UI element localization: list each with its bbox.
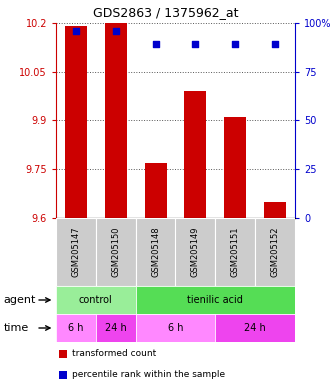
Text: percentile rank within the sample: percentile rank within the sample [71, 370, 225, 379]
Bar [175, 218, 215, 286]
Bar [96, 314, 136, 342]
Bar [136, 314, 215, 342]
Bar [215, 218, 255, 286]
Bar [56, 286, 136, 314]
Bar [96, 218, 136, 286]
Bar [56, 314, 96, 342]
Bar [184, 91, 206, 218]
Text: 6 h: 6 h [68, 323, 84, 333]
Text: GSM205148: GSM205148 [151, 227, 160, 277]
Text: GSM205151: GSM205151 [231, 227, 240, 277]
Bar [145, 163, 166, 218]
Text: 24 h: 24 h [105, 323, 127, 333]
Text: GSM205149: GSM205149 [191, 227, 200, 277]
Point [272, 41, 278, 48]
Bar [224, 117, 246, 218]
Text: GSM205150: GSM205150 [111, 227, 120, 277]
Point [233, 41, 238, 48]
Bar [264, 202, 286, 218]
Text: agent: agent [3, 295, 36, 305]
Bar [65, 26, 87, 218]
Text: GDS2863 / 1375962_at: GDS2863 / 1375962_at [93, 6, 238, 19]
Point [73, 28, 78, 34]
Point [153, 41, 158, 48]
Point [193, 41, 198, 48]
Text: GSM205147: GSM205147 [71, 227, 80, 277]
Bar [59, 371, 67, 379]
Text: transformed count: transformed count [71, 349, 156, 358]
Text: GSM205152: GSM205152 [270, 227, 280, 277]
Point [113, 28, 118, 34]
Bar [56, 218, 96, 286]
Bar [136, 286, 295, 314]
Bar [215, 314, 295, 342]
Text: 6 h: 6 h [168, 323, 183, 333]
Text: time: time [3, 323, 28, 333]
Bar [136, 218, 175, 286]
Bar [105, 23, 127, 218]
Bar [255, 218, 295, 286]
Text: tienilic acid: tienilic acid [187, 295, 243, 305]
Text: control: control [79, 295, 113, 305]
Bar [59, 349, 67, 358]
Text: 24 h: 24 h [244, 323, 266, 333]
